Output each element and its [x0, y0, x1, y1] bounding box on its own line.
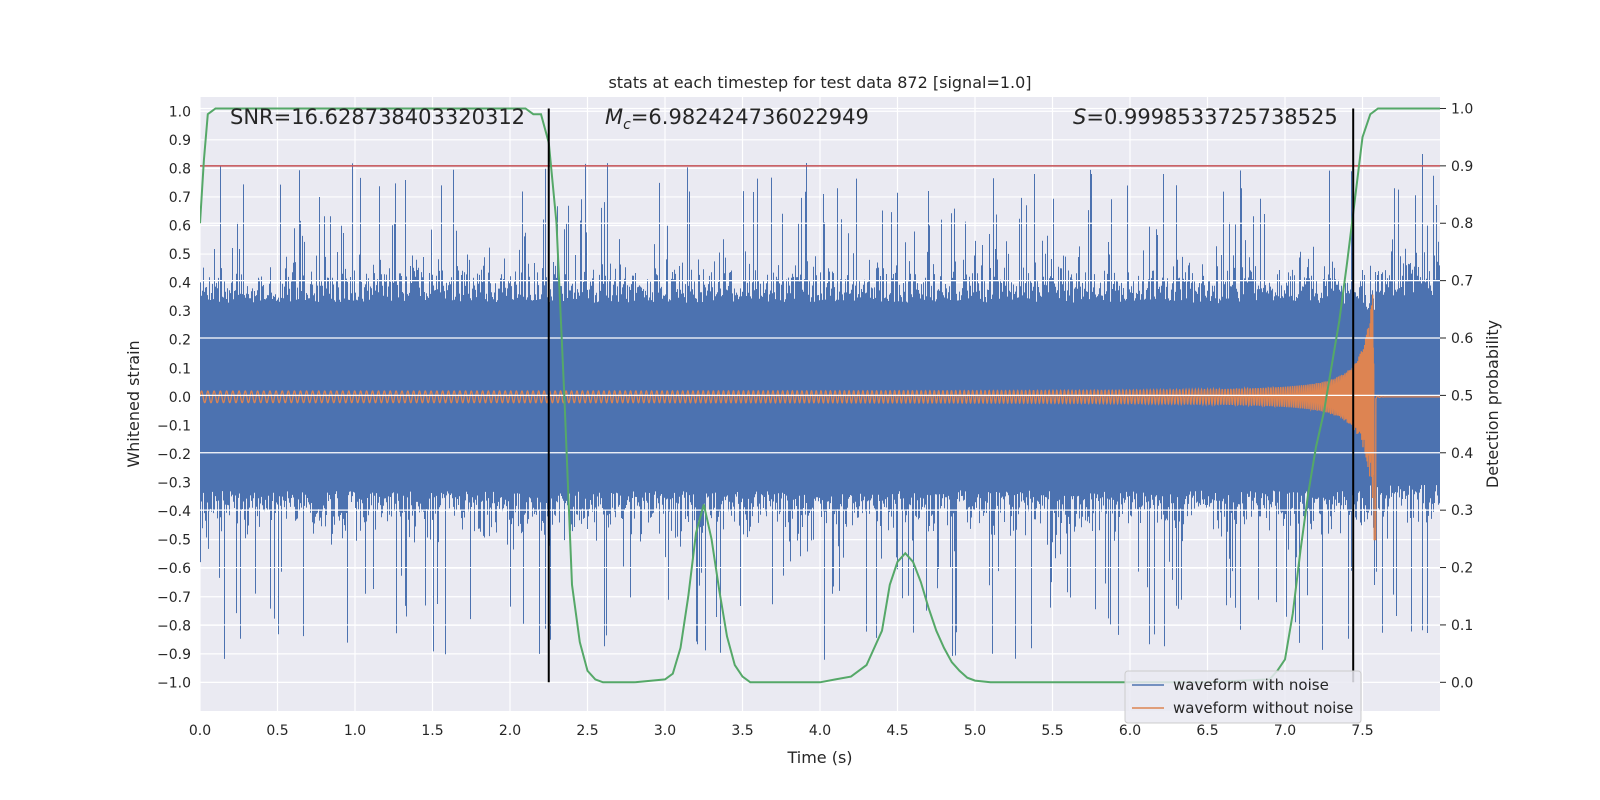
legend-box [1124, 670, 1362, 724]
y-axis-ticks: 1.0 0.9 0.8 0.7 0.6 0.5 0.4 0.3 0.2 0.1 0.0 −0.1 −0.… [157, 104, 191, 691]
y-tick-label: −0.2 [157, 447, 191, 463]
y-axis-title: Whitened strain [124, 340, 143, 467]
y2-axis-title: Detection probability [1483, 320, 1502, 488]
y-tick-label: −1.0 [157, 675, 191, 691]
x-axis-title: Time (s) [786, 748, 852, 767]
y2-tick-label: 0.7 [1451, 274, 1473, 290]
x-tick-label: 1.5 [421, 723, 443, 739]
annotation-significance: S=0.9998533725738525 [1073, 105, 1338, 129]
x-tick-label: 4.0 [809, 723, 831, 739]
annotation-chirp-mass: Mc=6.982424736022949 [605, 105, 869, 133]
x-tick-label: 6.5 [1196, 723, 1218, 739]
y2-tick-label: 0.9 [1451, 159, 1473, 175]
plot-series [200, 107, 1440, 684]
x-tick-label: 4.5 [886, 723, 908, 739]
y-tick-label: 0.0 [169, 390, 191, 406]
x-tick-label: 1.0 [344, 723, 366, 739]
x-axis-ticks: 0.0 0.5 1.0 1.5 2.0 2.5 3.0 3.5 4.0 4.5 5.0 5.5 6.0 6… [189, 723, 1374, 739]
y2-tick-label: 0.5 [1451, 388, 1473, 404]
y2-tick-label: 0.3 [1451, 503, 1473, 519]
y-tick-label: −0.8 [157, 618, 191, 634]
annotation-s-symbol: S [1073, 105, 1086, 129]
y-tick-label: 0.5 [169, 247, 191, 263]
y-tick-label: −0.6 [157, 561, 191, 577]
series-detection-probability [200, 107, 1440, 684]
annotation-snr: SNR=16.628738403320312 [230, 105, 525, 129]
y-tick-label: −0.9 [157, 647, 191, 663]
y2-tick-label: 1.0 [1451, 101, 1473, 117]
x-tick-label: 2.0 [499, 723, 521, 739]
y-tick-label: 0.2 [169, 333, 191, 349]
legend-label-noise: waveform with noise [1173, 676, 1329, 694]
y2-tick-label: 0.0 [1451, 675, 1473, 691]
x-tick-label: 0.5 [266, 723, 288, 739]
annotation-mc-subscript: c [623, 117, 631, 133]
y-tick-label: −0.7 [157, 590, 191, 606]
y2-tick-label: 0.4 [1451, 446, 1473, 462]
x-tick-label: 5.0 [964, 723, 986, 739]
y-tick-label: −0.4 [157, 504, 191, 520]
y2-tick-label: 0.1 [1451, 618, 1473, 634]
y-tick-label: 0.3 [169, 304, 191, 320]
y-tick-label: −0.1 [157, 418, 191, 434]
x-tick-label: 3.0 [654, 723, 676, 739]
x-tick-label: 3.5 [731, 723, 753, 739]
y-tick-label: 0.9 [169, 133, 191, 149]
y2-tick-label: 0.2 [1451, 561, 1473, 577]
y2-tick-label: 0.8 [1451, 216, 1473, 232]
y-tick-label: 1.0 [169, 104, 191, 120]
y-tick-label: 0.1 [169, 361, 191, 377]
legend-label-clean: waveform without noise [1173, 699, 1353, 717]
y-tick-label: 0.6 [169, 219, 191, 235]
x-tick-label: 0.0 [189, 723, 211, 739]
annotation-mc-symbol: M [605, 105, 623, 129]
y-tick-label: −0.5 [157, 533, 191, 549]
y-tick-label: −0.3 [157, 476, 191, 492]
x-tick-label: 6.0 [1119, 723, 1141, 739]
x-tick-label: 2.5 [576, 723, 598, 739]
legend: waveform with noise waveform without noi… [1124, 670, 1362, 724]
x-tick-label: 7.0 [1274, 723, 1296, 739]
y-tick-label: 0.4 [169, 276, 191, 292]
y2-tick-label: 0.6 [1451, 331, 1473, 347]
y-tick-label: 0.7 [169, 190, 191, 206]
chart-title: stats at each timestep for test data 872… [608, 73, 1031, 92]
y2-axis-ticks: 1.0 0.9 0.8 0.7 0.6 0.5 0.4 0.3 0.2 0.1 0.0 [1440, 101, 1473, 691]
x-tick-label: 7.5 [1351, 723, 1373, 739]
annotation-s-value: =0.9998533725738525 [1086, 105, 1337, 129]
annotation-mc-value: =6.982424736022949 [631, 105, 869, 129]
y-tick-label: 0.8 [169, 161, 191, 177]
x-tick-label: 5.5 [1041, 723, 1063, 739]
